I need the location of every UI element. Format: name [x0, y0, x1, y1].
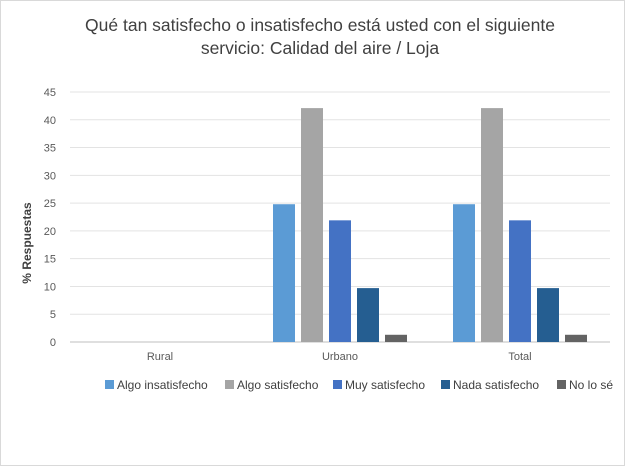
legend: Algo insatisfecho Algo satisfecho Muy sati…	[105, 378, 613, 392]
chart-title: Qué tan satisfecho o insatisfecho está u…	[40, 14, 600, 60]
legend-label: Nada satisfecho	[453, 378, 539, 392]
bar	[329, 220, 351, 342]
bars	[273, 108, 587, 342]
legend-swatch	[441, 380, 450, 389]
legend-swatch	[557, 380, 566, 389]
legend-label: Algo satisfecho	[237, 378, 319, 392]
bar	[357, 288, 379, 342]
y-tick-labels: 0 5 10 15 20 25 30 35 40 45	[44, 87, 56, 349]
x-tick-label: Rural	[147, 351, 173, 363]
y-tick-label: 40	[44, 115, 56, 127]
legend-label: Muy satisfecho	[345, 378, 425, 392]
y-tick-label: 20	[44, 226, 56, 238]
x-tick-label: Total	[508, 351, 531, 363]
bar	[385, 334, 407, 342]
y-axis-title: % Respuestas	[20, 202, 34, 284]
bar	[565, 334, 587, 342]
y-tick-label: 5	[50, 309, 56, 321]
bar	[273, 204, 295, 342]
x-tick-labels: Rural Urbano Total	[147, 351, 532, 363]
bar	[453, 204, 475, 342]
legend-label: No lo sé	[569, 378, 613, 392]
bar	[509, 220, 531, 342]
legend-swatch	[333, 380, 342, 389]
legend-swatch	[225, 380, 234, 389]
x-tick-label: Urbano	[322, 351, 358, 363]
y-tick-label: 35	[44, 143, 56, 155]
y-tick-label: 15	[44, 254, 56, 266]
bar	[481, 108, 503, 342]
y-tick-label: 25	[44, 198, 56, 210]
y-tick-label: 10	[44, 281, 56, 293]
bar	[537, 288, 559, 342]
chart-title-line-1: Qué tan satisfecho o insatisfecho está u…	[85, 15, 555, 35]
legend-swatch	[105, 380, 114, 389]
legend-label: Algo insatisfecho	[117, 378, 208, 392]
y-tick-label: 30	[44, 170, 56, 182]
y-tick-label: 0	[50, 337, 56, 349]
y-tick-label: 45	[44, 87, 56, 99]
chart-title-line-2: servicio: Calidad del aire / Loja	[200, 38, 440, 58]
bar	[301, 108, 323, 342]
